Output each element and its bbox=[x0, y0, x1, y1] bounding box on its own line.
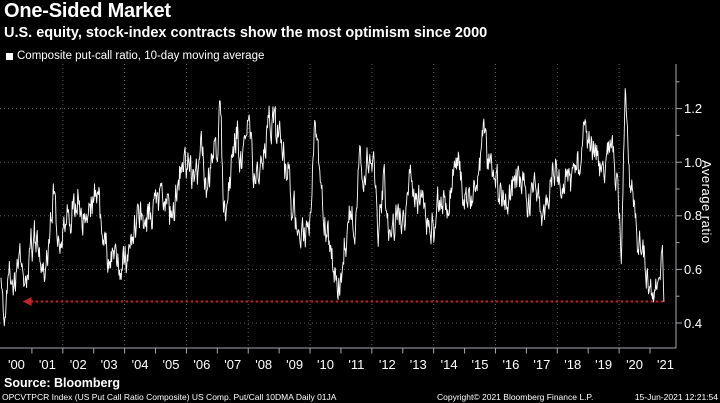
y-axis-label: 1.2 bbox=[684, 101, 703, 117]
y-axis-label: 0.8 bbox=[684, 208, 703, 224]
y-axis-title: Average ratio bbox=[699, 160, 714, 244]
footer-timestamp: 15-Jun-2021 12:21:54 bbox=[634, 392, 718, 402]
series-line bbox=[0, 88, 665, 327]
footer-ticker-info: OPCVTPCR Index (US Put Call Ratio Compos… bbox=[2, 392, 337, 402]
legend-swatch-icon bbox=[6, 52, 13, 60]
x-axis-label: '12 bbox=[378, 357, 396, 372]
x-axis-label: '19 bbox=[595, 357, 613, 372]
x-axis-label: '21 bbox=[656, 357, 674, 372]
x-axis-label: '13 bbox=[409, 357, 427, 372]
x-axis-label: '07 bbox=[224, 357, 242, 372]
x-axis-label: '08 bbox=[255, 357, 273, 372]
footer-copyright: Copyright© 2021 Bloomberg Finance L.P. bbox=[437, 392, 594, 402]
y-axis-label: 0.4 bbox=[684, 315, 703, 331]
x-axis-label: '15 bbox=[471, 357, 489, 372]
x-axis-label: '10 bbox=[317, 357, 334, 372]
page-subtitle: U.S. equity, stock-index contracts show … bbox=[4, 25, 488, 41]
x-axis-label: '06 bbox=[193, 357, 211, 372]
legend-label: Composite put-call ratio, 10-day moving … bbox=[17, 50, 265, 62]
x-axis-label: '02 bbox=[69, 357, 87, 372]
x-axis-label: '05 bbox=[162, 357, 180, 372]
legend: Composite put-call ratio, 10-day moving … bbox=[6, 50, 264, 62]
x-axis-label: '17 bbox=[533, 357, 551, 372]
x-axis-label: '14 bbox=[440, 357, 458, 372]
x-axis-label: '11 bbox=[348, 357, 365, 372]
reference-arrow-icon bbox=[22, 297, 32, 307]
x-axis-label: '20 bbox=[626, 357, 644, 372]
page-title: One-Sided Market bbox=[4, 0, 171, 22]
x-axis-label: '04 bbox=[131, 357, 149, 372]
source-label: Source: Bloomberg bbox=[4, 376, 120, 390]
x-axis-label: '01 bbox=[38, 357, 56, 372]
x-axis-label: '18 bbox=[564, 357, 582, 372]
y-axis-label: 0.6 bbox=[684, 261, 703, 277]
x-axis-label: '00 bbox=[7, 357, 25, 372]
x-axis-label: '03 bbox=[100, 357, 118, 372]
x-axis-label: '09 bbox=[286, 357, 304, 372]
y-axis-label: 1.0 bbox=[684, 154, 703, 170]
x-axis-label: '16 bbox=[502, 357, 520, 372]
footer-bar: OPCVTPCR Index (US Put Call Ratio Compos… bbox=[0, 392, 720, 403]
